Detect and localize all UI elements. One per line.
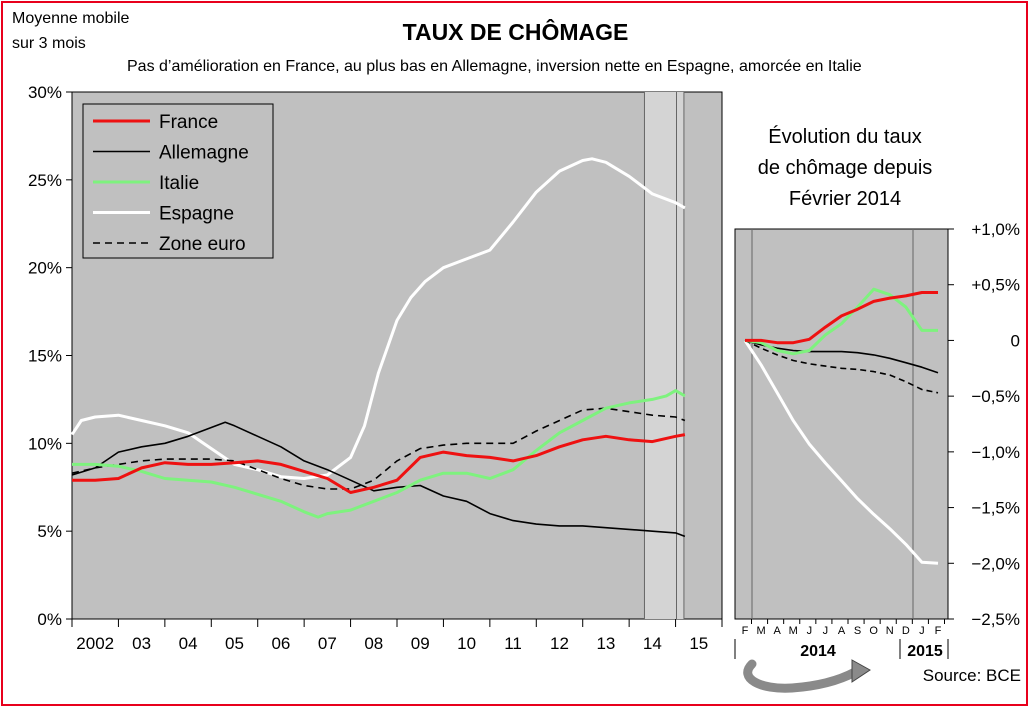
x-tick-label: 09: [411, 634, 430, 653]
inset-y-tick-label: −2,5%: [971, 610, 1020, 629]
y-tick-label: 10%: [28, 434, 62, 453]
x-tick-label: 11: [504, 634, 522, 653]
inset-series-line-zone-euro: [744, 339, 939, 394]
series-line-italie: [72, 389, 686, 519]
legend-label-allemagne: Allemagne: [159, 143, 249, 164]
y-tick-label: 30%: [28, 83, 62, 102]
moving-average-note-line2: sur 3 mois: [12, 35, 86, 52]
inset-year-label: 2014: [800, 643, 836, 660]
curved-arrow-icon: [743, 659, 860, 693]
x-tick-label: 03: [132, 634, 151, 653]
inset-month-label: J: [919, 625, 925, 637]
y-tick-label: 0%: [37, 610, 62, 629]
inset-month-label: N: [886, 625, 894, 637]
inset-title-line2: de chômage depuis: [757, 157, 933, 179]
inset-month-label: J: [823, 625, 829, 637]
chart-title: TAUX DE CHÔMAGE: [402, 19, 629, 45]
y-tick-label: 5%: [37, 522, 62, 541]
y-tick-label: 25%: [28, 171, 62, 190]
x-tick-label: 13: [596, 634, 615, 653]
inset-month-label: F: [742, 625, 749, 637]
inset-y-tick-label: −0,5%: [971, 387, 1020, 406]
inset-series-line-france: [745, 291, 938, 345]
x-tick-label: 10: [457, 634, 476, 653]
inset-y-tick-label: −1,0%: [971, 443, 1020, 462]
x-tick-label: 07: [318, 634, 337, 653]
x-tick-label: 15: [689, 634, 708, 653]
inset-series-line-espagne: [743, 339, 939, 565]
source-note: Source: BCE: [922, 666, 1021, 685]
inset-y-tick-label: 0: [1011, 331, 1020, 350]
inset-year-label: 2015: [907, 643, 943, 660]
inset-month-label: F: [935, 625, 942, 637]
legend: France Allemagne Italie Espagne Zone euro: [82, 103, 274, 259]
inset-month-label: D: [902, 625, 910, 637]
inset-y-tick-label: −1,5%: [971, 499, 1020, 518]
inset-title-line1: Évolution du taux: [768, 126, 922, 148]
inset-month-label: A: [773, 625, 781, 637]
main-plot-area: 0% 5% 10% 15% 20% 25% 30% 2002 03 04 05 06 07 08 09 10 1…: [28, 83, 723, 653]
series-line-france: [72, 433, 686, 494]
inset-series-line-allemagne: [744, 339, 939, 374]
legend-label-italie: Italie: [159, 173, 199, 194]
x-tick-label: 05: [225, 634, 244, 653]
inset-y-tick-label: +1,0%: [971, 220, 1020, 239]
inset-y-tick-label: +0,5%: [971, 276, 1020, 295]
inset-month-label: J: [807, 625, 813, 637]
x-tick-label: 06: [271, 634, 290, 653]
legend-label-espagne: Espagne: [159, 204, 234, 225]
inset-month-label: M: [756, 625, 765, 637]
series-line-allemagne: [71, 421, 686, 538]
inset-title-line3: Février 2014: [788, 188, 902, 210]
inset-series-line-italie: [744, 287, 938, 356]
shaded-period: [644, 92, 684, 619]
inset-month-label: O: [869, 625, 878, 637]
legend-label-zone-euro: Zone euro: [159, 234, 246, 255]
inset-plot-background: [734, 228, 949, 620]
inset-month-label: S: [854, 625, 861, 637]
inset-month-label: M: [789, 625, 798, 637]
y-tick-label: 15%: [28, 347, 62, 366]
x-tick-label: 04: [179, 634, 198, 653]
curved-arrow-head-icon: [851, 659, 871, 683]
moving-average-note-line1: Moyenne mobile: [12, 10, 130, 27]
x-tick-label: 14: [643, 634, 662, 653]
inset-plot-area: +1,0%+0,5%0−0,5%−1,0%−1,5%−2,0%−2,5%F M A M…: [734, 220, 1020, 660]
chart-subtitle: Pas d’amélioration en France, au plus ba…: [127, 58, 862, 75]
x-tick-label: 08: [364, 634, 383, 653]
x-tick-label: 12: [550, 634, 569, 653]
x-tick-label: 2002: [76, 634, 114, 653]
y-tick-label: 20%: [28, 259, 62, 278]
inset-y-tick-label: −2,0%: [971, 554, 1020, 573]
legend-label-france: France: [159, 112, 218, 133]
inset-month-label: A: [838, 625, 846, 637]
series-line-espagne: [70, 157, 686, 480]
series-line-zone-euro: [71, 407, 686, 490]
